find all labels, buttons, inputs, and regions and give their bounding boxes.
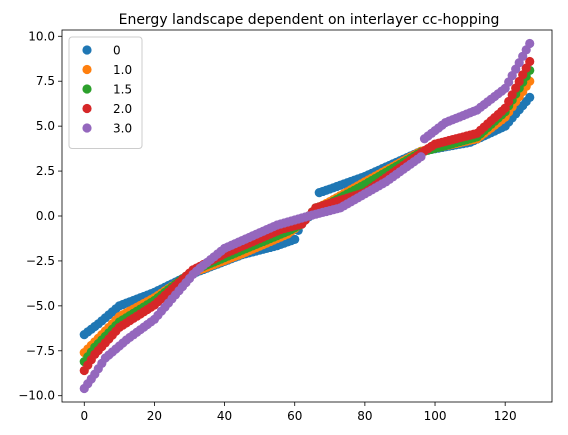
y-axis: −10.0 −7.5 −5.0 −2.5 0.0 2.5 5.0 7.5 10.0: [18, 29, 62, 403]
legend-marker-1.0: [82, 64, 92, 75]
legend-label-2.0: 2.0: [113, 102, 132, 116]
x-axis: 0 20 40 60 80 100 120: [80, 402, 517, 423]
data-point: [416, 152, 426, 162]
chart-title: Energy landscape dependent on interlayer…: [119, 12, 500, 28]
x-tick-label: 120: [494, 409, 517, 423]
y-tick-label: 2.5: [36, 164, 55, 178]
legend-label-3.0: 3.0: [113, 122, 132, 136]
data-point: [525, 92, 535, 102]
data-point: [290, 234, 300, 244]
x-tick-label: 100: [424, 409, 447, 423]
legend-marker-0: [82, 45, 92, 55]
legend-marker-2.0: [82, 103, 92, 114]
legend: 0 1.0 1.5 2.0 3.0: [68, 36, 143, 149]
y-tick-label: 5.0: [36, 119, 55, 133]
x-tick-label: 60: [287, 409, 302, 423]
legend-label-1.0: 1.0: [113, 63, 132, 77]
legend-label-0: 0: [113, 44, 121, 58]
x-tick-label: 80: [357, 409, 372, 423]
series-3.0: [79, 38, 535, 394]
legend-marker-1.5: [82, 84, 92, 94]
data-point: [525, 38, 535, 49]
x-tick-label: 0: [80, 409, 88, 423]
data-points: [79, 38, 535, 394]
y-tick-label: −2.5: [26, 254, 55, 268]
y-tick-label: −7.5: [26, 344, 55, 358]
legend-box: [68, 36, 143, 149]
x-tick-label: 20: [147, 409, 162, 423]
y-tick-label: −5.0: [26, 299, 55, 313]
y-tick-label: 0.0: [36, 209, 55, 223]
x-tick-label: 40: [217, 409, 232, 423]
legend-marker-3.0: [82, 123, 92, 133]
y-tick-label: 7.5: [36, 74, 55, 88]
data-point: [525, 56, 535, 67]
y-tick-label: −10.0: [18, 389, 55, 403]
y-tick-label: 10.0: [28, 29, 55, 43]
legend-label-1.5: 1.5: [113, 83, 132, 97]
